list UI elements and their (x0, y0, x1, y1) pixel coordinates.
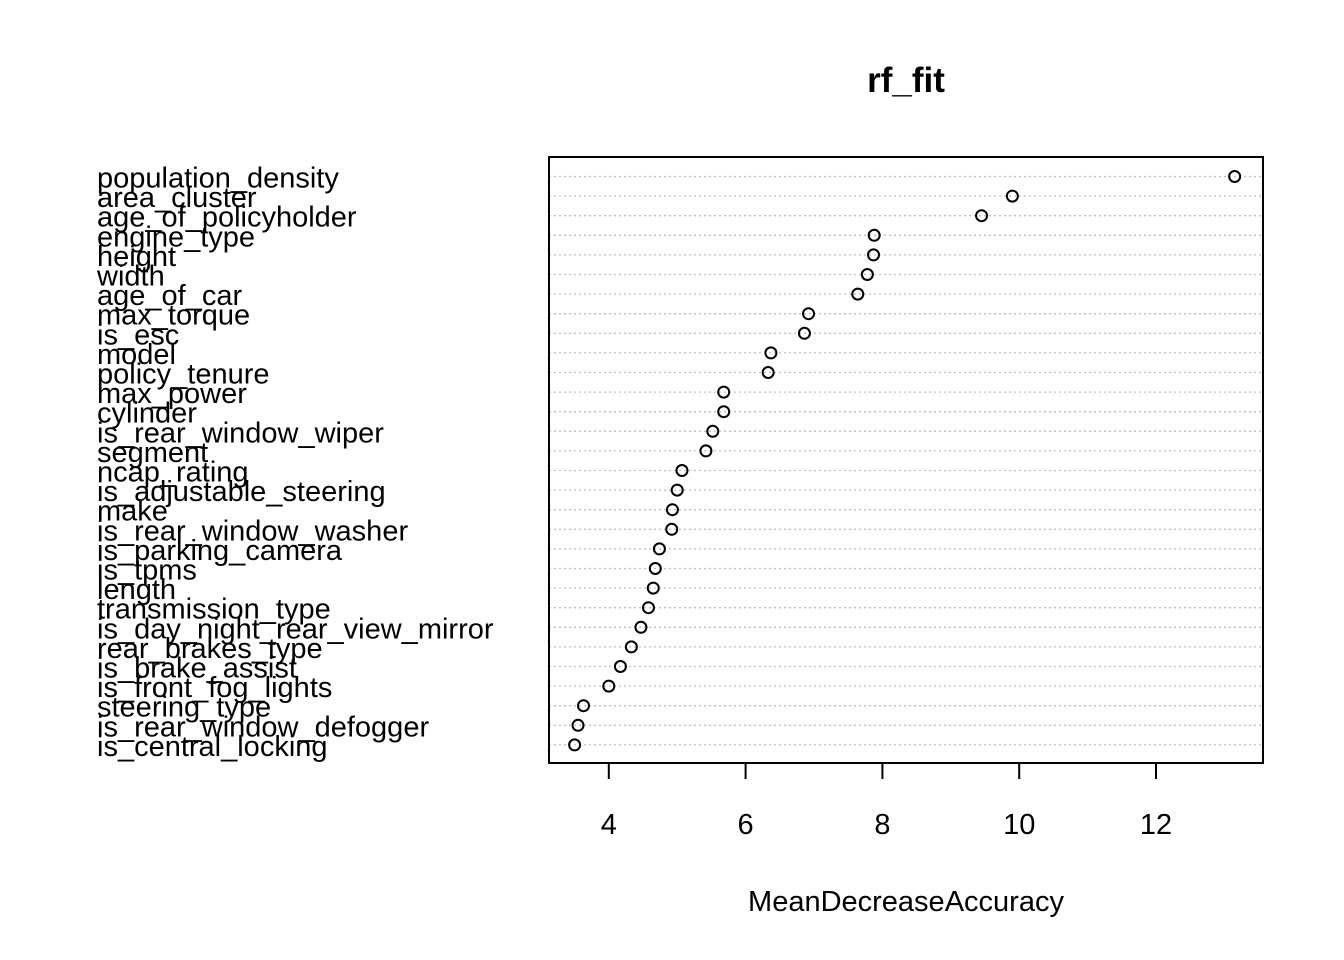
category-label: is_adjustable_steering (97, 476, 386, 508)
data-point (706, 424, 720, 438)
category-label: max_power (97, 378, 247, 410)
data-point (665, 503, 679, 517)
data-point (634, 620, 648, 634)
category-label: is_parking_camera (97, 535, 343, 567)
data-point (867, 228, 881, 242)
category-label: height (97, 241, 176, 273)
data-point (797, 326, 811, 340)
x-tick-label: 6 (738, 809, 754, 841)
data-point (1228, 170, 1242, 183)
data-point (699, 444, 713, 458)
category-label: cylinder (97, 398, 197, 430)
data-point (624, 640, 638, 654)
category-label: length (97, 574, 176, 606)
category-label: is_central_locking (97, 731, 328, 763)
category-label: is_front_fog_lights (97, 672, 332, 704)
data-point (641, 601, 655, 615)
data-point (665, 522, 679, 536)
category-label: steering_type (97, 692, 271, 724)
x-tick-label: 12 (1140, 809, 1172, 841)
data-point (646, 581, 660, 595)
data-point (761, 366, 775, 379)
category-label: area_cluster (97, 182, 257, 214)
data-point (568, 738, 582, 752)
category-label: model (97, 339, 176, 371)
data-point (576, 699, 590, 713)
category-label: is_rear_window_defogger (97, 711, 429, 743)
category-label: age_of_car (97, 280, 242, 312)
grid-lines (549, 175, 1263, 746)
category-labels: population_densityarea_clusterage_of_pol… (96, 163, 494, 763)
data-point (764, 346, 778, 360)
data-point (675, 464, 689, 477)
data-point (648, 562, 662, 575)
category-label: ncap_rating (97, 457, 249, 489)
data-point (867, 248, 881, 262)
category-label: width (96, 261, 165, 293)
category-label: transmission_type (97, 594, 331, 626)
category-label: is_day_night_rear_view_mirror (97, 613, 494, 645)
data-points (568, 170, 1242, 752)
x-tick-label: 8 (874, 809, 890, 841)
x-tick-label: 10 (1003, 809, 1035, 841)
category-label: is_rear_window_wiper (97, 417, 384, 449)
category-label: max_torque (97, 300, 250, 332)
category-label: rear_brakes_type (97, 633, 323, 665)
category-label: is_tpms (97, 555, 197, 587)
category-label: is_rear_window_washer (97, 515, 408, 547)
category-label: is_brake_assist (97, 653, 297, 685)
category-label: make (97, 496, 168, 528)
category-label: age_of_policyholder (97, 202, 357, 234)
data-point (717, 385, 731, 399)
data-point (571, 718, 585, 732)
category-label: is_esc (97, 319, 179, 351)
category-label: population_density (97, 163, 339, 195)
data-point (670, 483, 684, 497)
category-label: engine_type (97, 221, 255, 253)
x-axis-label: MeanDecreaseAccuracy (748, 886, 1064, 918)
data-point (860, 268, 874, 281)
chart-title: rf_fit (867, 61, 945, 100)
data-point (602, 679, 616, 693)
data-point (613, 660, 627, 673)
data-point (652, 542, 666, 556)
x-tick-label: 4 (601, 809, 617, 841)
x-axis: 4 6 8 10 12 (601, 762, 1172, 841)
data-point (851, 287, 865, 301)
category-label: policy_tenure (97, 359, 270, 391)
data-point (802, 307, 816, 321)
category-label: segment (97, 437, 208, 469)
data-point (975, 209, 989, 223)
plot-frame (548, 156, 1264, 764)
data-point (717, 405, 731, 419)
data-point (1005, 189, 1019, 203)
